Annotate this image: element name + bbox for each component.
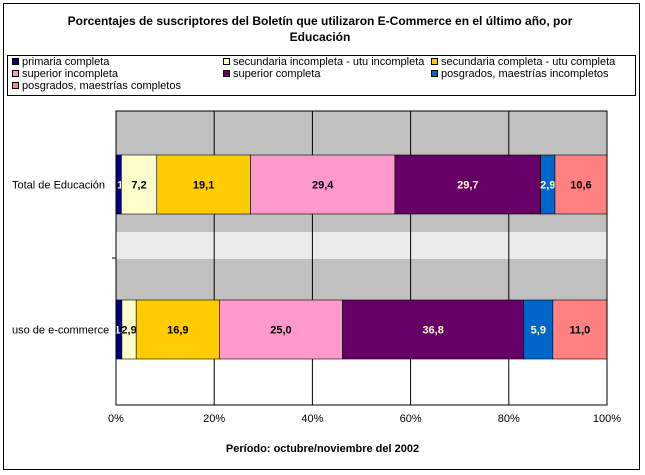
- legend-swatch: [12, 70, 19, 77]
- legend-swatch: [431, 70, 438, 77]
- category-label: Total de Educación: [12, 180, 105, 192]
- bar-segment: [156, 154, 251, 215]
- data-label: 36,8: [422, 325, 443, 337]
- plot-band: [116, 259, 607, 300]
- data-label: 5,9: [531, 325, 546, 337]
- plot-band: [116, 359, 607, 405]
- legend-label: superior completa: [233, 68, 321, 80]
- x-tick-label: 80%: [498, 413, 520, 425]
- legend-label: primaria completa: [22, 56, 110, 68]
- chart-title: Porcentajes de suscriptores del Boletín …: [67, 14, 573, 44]
- legend: primaria completa secundaria incompleta …: [7, 55, 636, 96]
- legend-label: posgrados, maestrías incompletos: [441, 68, 609, 80]
- legend-swatch: [431, 58, 438, 65]
- bar-segment: [250, 154, 396, 215]
- plot-band: [116, 232, 607, 259]
- bar-segment: [342, 299, 525, 360]
- legend-label: secundaria completa - utu completa: [441, 56, 616, 68]
- legend-swatch: [223, 70, 230, 77]
- data-label: 16,9: [167, 325, 188, 337]
- legend-swatch: [223, 58, 230, 65]
- data-label: 2,9: [121, 325, 136, 337]
- category-label: uso de e-commerce: [12, 325, 109, 337]
- data-label: 19,1: [193, 180, 214, 192]
- period-note: Período: octubre/noviembre del 2002: [225, 443, 420, 455]
- x-tick-label: 20%: [203, 413, 225, 425]
- data-label: ,1: [114, 180, 123, 192]
- data-label: 29,4: [312, 180, 334, 192]
- legend-swatch: [12, 82, 19, 89]
- legend-label: secundaria incompleta - utu incompleta: [233, 56, 425, 68]
- x-tick-label: 0%: [108, 413, 124, 425]
- bar-segment: [394, 154, 542, 215]
- bar-segment: [552, 299, 608, 360]
- data-label: 11,0: [570, 325, 591, 337]
- data-label: 2,9: [540, 180, 555, 192]
- legend-swatch: [12, 58, 19, 65]
- x-tick-label: 60%: [400, 413, 422, 425]
- data-label: 10,6: [570, 180, 591, 192]
- bar-segment: [121, 154, 158, 215]
- plot-band: [116, 111, 607, 155]
- data-label: 29,7: [457, 180, 478, 192]
- x-tick-label: 40%: [301, 413, 323, 425]
- plot-band: [116, 214, 607, 232]
- bar-segment: [219, 299, 343, 360]
- bar-segment: [554, 154, 608, 215]
- legend-label: posgrados, maestrías completos: [22, 80, 181, 92]
- data-label: 25,0: [270, 325, 291, 337]
- plot-border: [115, 110, 608, 406]
- legend-label: superior incompleta: [22, 68, 118, 80]
- data-label: 7,2: [131, 180, 146, 192]
- bar-segment: [523, 299, 554, 360]
- data-label: 1,: [114, 325, 123, 337]
- x-tick-label: 100%: [593, 413, 621, 425]
